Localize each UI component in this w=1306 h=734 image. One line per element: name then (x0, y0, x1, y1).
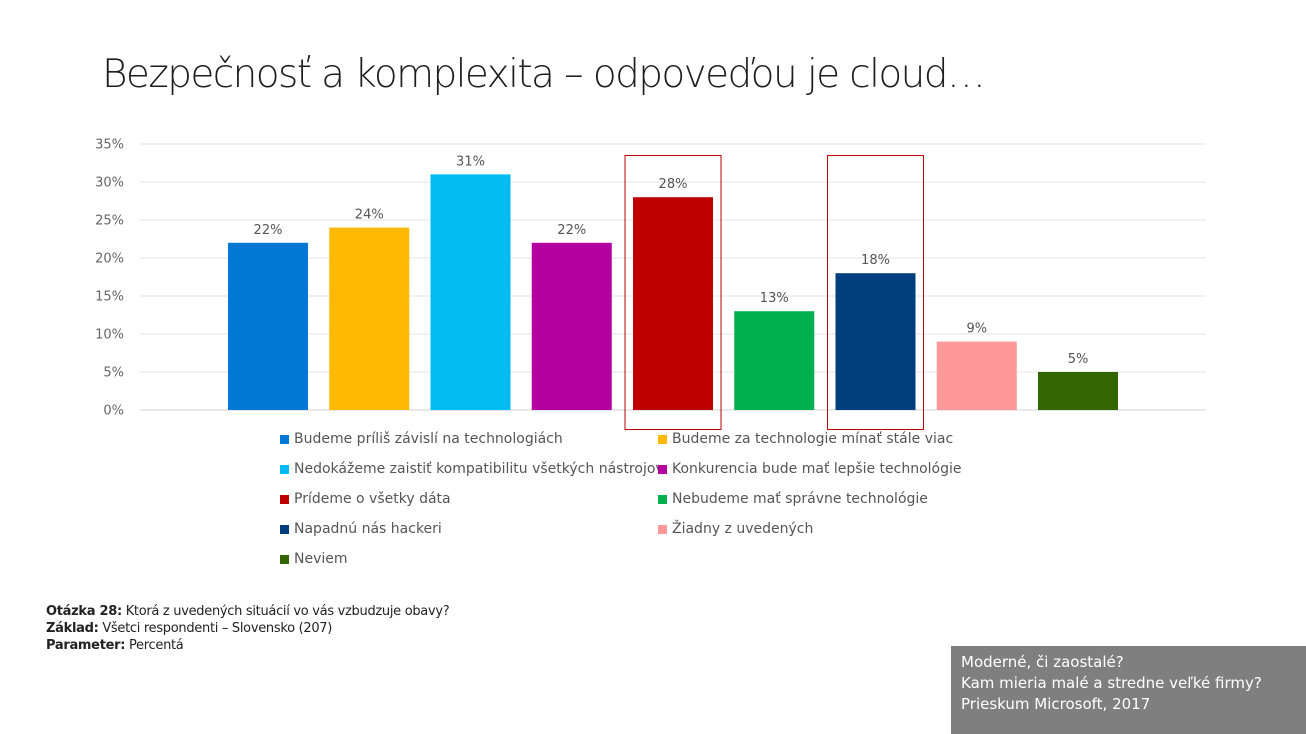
legend-label: Nedokážeme zaistiť kompatibilitu všetkýc… (294, 461, 664, 477)
survey-info-line-2: Kam mieria malé a stredne veľké firmy? (961, 674, 1262, 692)
data-label: 22% (254, 223, 283, 238)
y-tick-label: 15% (95, 290, 124, 305)
legend-item: Napadnú nás hackeri (280, 519, 658, 539)
legend-item: Konkurencia bude mať lepšie technológie (658, 459, 1000, 479)
legend-label: Nebudeme mať správne technológie (672, 491, 928, 507)
base-label: Základ: (46, 621, 99, 636)
legend-label: Neviem (294, 551, 348, 567)
legend-swatch (280, 554, 289, 564)
data-label: 31% (456, 154, 485, 169)
bar (633, 197, 713, 410)
data-label: 9% (966, 322, 987, 337)
bar (228, 242, 308, 410)
y-tick-label: 10% (95, 328, 124, 343)
survey-notes: Otázka 28: Ktorá z uvedených situácií vo… (46, 603, 450, 654)
legend-swatch (658, 434, 667, 444)
legend-item: Budeme za technologie mínať stále viac (658, 429, 1000, 449)
legend-swatch (280, 464, 289, 474)
survey-info-box: Moderné, či zaostalé? Kam mieria malé a … (951, 646, 1306, 734)
legend-label: Žiadny z uvedených (672, 521, 814, 537)
parameter-text: Percentá (128, 638, 184, 653)
data-label: 22% (557, 223, 586, 238)
data-label: 18% (861, 253, 890, 268)
parameter-label: Parameter: (46, 638, 126, 653)
legend-item: Žiadny z uvedených (658, 519, 1000, 539)
legend-label: Prídeme o všetky dáta (294, 491, 451, 507)
data-label: 24% (355, 208, 384, 223)
bar (835, 273, 916, 410)
legend-swatch (280, 434, 289, 444)
bar (1038, 372, 1118, 410)
bar (734, 311, 815, 410)
question-label: Otázka 28: (46, 604, 122, 619)
legend-swatch (280, 494, 289, 504)
legend-item: Prídeme o všetky dáta (280, 489, 658, 509)
y-tick-label: 35% (95, 138, 124, 153)
legend-label: Budeme príliš závislí na technologiách (294, 431, 563, 447)
legend-swatch (658, 524, 667, 534)
legend-swatch (658, 494, 667, 504)
legend-label: Konkurencia bude mať lepšie technológie (672, 461, 962, 477)
survey-info-line-3: Prieskum Microsoft, 2017 (961, 695, 1151, 713)
page-title: Bezpečnosť a komplexita – odpoveďou je c… (102, 52, 986, 97)
legend-item: Neviem (280, 549, 658, 569)
question-note: Otázka 28: Ktorá z uvedených situácií vo… (46, 603, 450, 620)
data-label: 5% (1068, 352, 1089, 367)
chart-legend: Budeme príliš závislí na technologiách Bu… (280, 429, 1000, 569)
parameter-note: Parameter: Percentá (46, 637, 449, 654)
legend-item: Nebudeme mať správne technológie (658, 489, 1000, 509)
survey-info-line-1: Moderné, či zaostalé? (961, 653, 1124, 671)
legend-label: Napadnú nás hackeri (294, 521, 442, 537)
y-tick-label: 20% (95, 252, 124, 267)
y-tick-label: 25% (95, 214, 124, 229)
data-label: 28% (659, 177, 688, 192)
base-text: Všetci respondenti – Slovensko (207) (102, 621, 333, 636)
bar-chart: 0% 5% 10% 15% 20% 25% 30% 35% 22% 24% 31% 22% 28% 13%… (95, 138, 1206, 430)
highlight-box (827, 155, 924, 430)
y-tick-label: 0% (103, 404, 124, 419)
bar (531, 242, 612, 410)
base-note: Základ: Všetci respondenti – Slovensko (… (46, 620, 449, 637)
bar (936, 341, 1017, 410)
legend-label: Budeme za technologie mínať stále viac (672, 431, 954, 447)
legend-swatch (658, 464, 667, 474)
bar (430, 174, 511, 410)
bar (329, 227, 410, 410)
legend-swatch (280, 524, 289, 534)
data-label: 13% (760, 291, 789, 306)
question-text: Ktorá z uvedených situácií vo vás vzbudz… (125, 604, 450, 619)
highlight-box (624, 155, 722, 430)
y-tick-label: 30% (95, 176, 124, 191)
legend-item: Budeme príliš závislí na technologiách (280, 429, 658, 449)
y-tick-label: 5% (103, 366, 124, 381)
legend-item: Nedokážeme zaistiť kompatibilitu všetkýc… (280, 459, 664, 479)
